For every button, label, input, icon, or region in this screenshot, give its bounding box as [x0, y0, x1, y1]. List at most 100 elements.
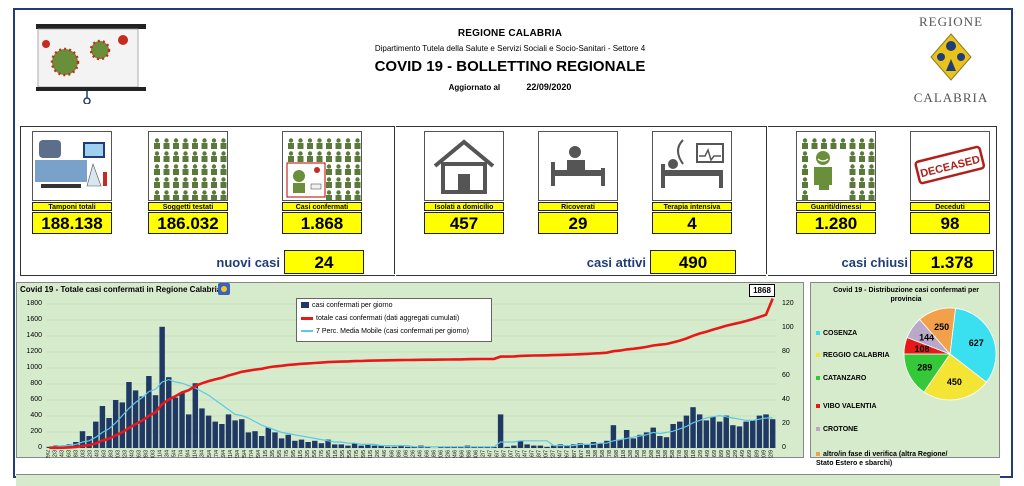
x-tick-label: 7/8	[607, 450, 613, 457]
kpi-value-soggetti: 186.032	[148, 212, 228, 234]
y-tick-label: 1600	[26, 316, 42, 323]
daily-case-bar	[517, 440, 524, 448]
summary-value-chiusi: 1.378	[910, 250, 994, 274]
x-tick-label: 1/4	[158, 450, 164, 457]
daily-case-bar	[750, 420, 756, 448]
x-tick-label: 29/8	[684, 450, 690, 458]
daily-case-bar	[365, 444, 371, 448]
x-tick-label: 20/7	[544, 450, 550, 458]
x-tick-label: 15/4	[207, 450, 213, 458]
daily-case-bar	[106, 418, 112, 448]
kpi-value-terapia: 4	[652, 212, 732, 234]
y-tick-label: 600	[30, 396, 42, 403]
x-tick-label: 5/8	[600, 450, 606, 457]
legend-item: casi confermati per giorno	[301, 301, 393, 311]
y2-tick-label: 60	[782, 372, 790, 379]
kpi-value-deceduti: 98	[910, 212, 990, 234]
daily-case-bar	[504, 446, 510, 448]
x-tick-label: 26/6	[459, 450, 465, 458]
x-tick-label: 16/6	[424, 450, 430, 458]
daily-case-bar	[199, 408, 205, 448]
x-tick-label: 18/7	[537, 450, 543, 458]
logo-text-bottom: CALABRIA	[913, 90, 989, 105]
lab-equipment-icon	[32, 131, 112, 201]
pie-legend-item: CATANZARO	[816, 374, 906, 383]
daily-case-bar	[630, 438, 637, 448]
cumulative-line	[49, 298, 774, 450]
x-tick-label: 19/5	[326, 450, 332, 458]
x-tick-label: 24/7	[558, 450, 564, 458]
daily-case-bar	[139, 396, 145, 448]
daily-case-bar	[126, 382, 132, 448]
x-tick-label: 29/2	[46, 450, 51, 458]
kpi-label-isolati: Isolati a domicilio	[424, 202, 504, 211]
x-tick-label: 7/5	[284, 450, 290, 457]
x-tick-label: 9/5	[291, 450, 297, 457]
x-tick-label: 26/7	[565, 450, 571, 458]
daily-case-bar	[650, 427, 656, 448]
x-tick-label: 16/7	[530, 450, 536, 458]
chart-legend: casi confermati per giorno totale casi c…	[296, 298, 492, 342]
daily-case-bar	[212, 421, 218, 448]
legend-label: totale casi confermati (dati aggregati c…	[316, 315, 460, 322]
daily-case-bar	[258, 436, 265, 448]
pie-legend-swatch	[816, 376, 820, 381]
x-tick-label: 23/5	[340, 450, 346, 458]
x-tick-label: 12/9	[733, 450, 739, 458]
x-tick-label: 28/7	[572, 450, 578, 458]
x-tick-label: 24/3	[130, 450, 136, 458]
daily-case-bar	[79, 431, 86, 448]
kpi-label-ricoverati: Ricoverati	[538, 202, 618, 211]
x-tick-label: 14/6	[417, 450, 423, 458]
x-tick-label: 17/5	[319, 450, 325, 458]
x-tick-label: 1/5	[263, 450, 269, 457]
x-tick-label: 14/7	[523, 450, 529, 458]
virus-banner-icon	[36, 24, 146, 104]
daily-case-bar	[756, 415, 763, 448]
daily-case-bar	[617, 439, 623, 448]
daily-case-bar	[292, 440, 298, 448]
legend-swatch-bar	[301, 302, 309, 309]
x-tick-label: 21/8	[656, 450, 662, 458]
legend-label: casi confermati per giorno	[312, 302, 393, 309]
pie-title: Covid 19 - Distribuzione casi confermati…	[833, 287, 979, 303]
daily-case-bar	[358, 445, 364, 448]
x-tick-label: 9/4	[186, 450, 192, 457]
daily-case-bar	[690, 407, 696, 448]
x-tick-label: 23/4	[235, 450, 241, 458]
summary-label-chiusi: casi chiusi	[841, 255, 908, 270]
daily-case-bar	[112, 400, 119, 448]
x-tick-label: 22/3	[123, 450, 129, 458]
x-tick-label: 18/3	[108, 450, 114, 458]
daily-case-bar	[239, 419, 245, 448]
pie-value-label: 108	[914, 344, 929, 354]
x-tick-label: 12/3	[87, 450, 93, 458]
daily-case-bar	[723, 415, 729, 448]
daily-case-bar	[152, 395, 159, 448]
region-name: REGIONE CALABRIA	[457, 28, 563, 39]
x-tick-label: 4/9	[705, 450, 711, 457]
kpi-value-isolati: 457	[424, 212, 504, 234]
daily-case-bar	[285, 434, 291, 448]
x-tick-label: 2/3	[52, 450, 58, 457]
y-tick-label: 0	[38, 444, 42, 451]
summary-value-attivi: 490	[650, 250, 736, 274]
daily-case-bar	[166, 377, 172, 448]
hospital-bed-icon	[538, 131, 618, 201]
daily-case-bar	[730, 425, 736, 448]
daily-case-bar	[179, 392, 185, 448]
region-flag-icon	[218, 283, 230, 295]
daily-case-bar	[119, 402, 126, 448]
kpi-label-guariti: Guariti/dimessi	[796, 202, 876, 211]
summary-label-attivi: casi attivi	[586, 255, 646, 270]
daily-case-bar	[385, 446, 391, 448]
x-tick-label: 2/7	[481, 450, 487, 457]
daily-case-bar	[245, 432, 252, 448]
kpi-value-confermati: 1.868	[282, 212, 362, 234]
daily-case-bar	[564, 445, 570, 448]
y-tick-label: 1200	[26, 348, 42, 355]
pie-value-label: 289	[917, 362, 932, 372]
home-isolation-icon	[424, 131, 504, 201]
x-tick-label: 19/8	[649, 450, 655, 458]
